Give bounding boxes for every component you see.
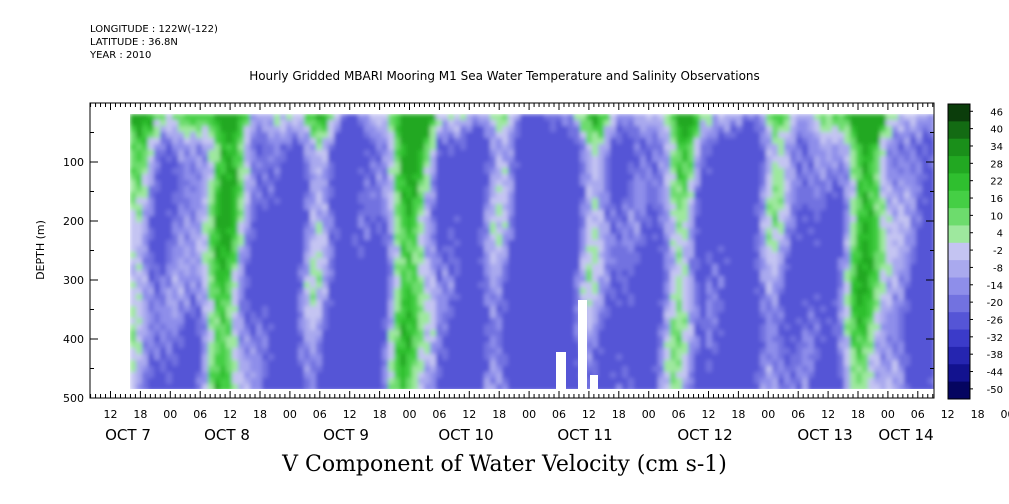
x-hour-label: 06	[432, 408, 446, 421]
x-hour-label: 12	[702, 408, 716, 421]
colorbar-swatch	[948, 329, 970, 348]
x-hour-label: 06	[672, 408, 686, 421]
colorbar-label: 4	[997, 229, 1003, 240]
colorbar-swatch	[948, 312, 970, 331]
x-hour-label: 00	[283, 408, 297, 421]
x-hour-label: 00	[761, 408, 775, 421]
x-hour-label: 06	[911, 408, 925, 421]
colorbar-label: -20	[987, 298, 1003, 309]
colorbar-label: 22	[990, 177, 1003, 188]
colorbar-swatch	[948, 225, 970, 244]
x-hour-label: 12	[821, 408, 835, 421]
colorbar-swatch	[948, 190, 970, 209]
colorbar-label: 10	[990, 211, 1003, 222]
y-tick-label: 300	[63, 274, 84, 287]
x-hour-label: 18	[253, 408, 267, 421]
colorbar-swatch	[948, 156, 970, 174]
colorbar-swatch	[948, 277, 970, 296]
x-hour-label: 12	[343, 408, 357, 421]
colorbar-label: -44	[987, 368, 1003, 379]
x-hour-label: 00	[881, 408, 895, 421]
x-day-label: OCT 10	[438, 426, 493, 444]
x-hour-label: 12	[582, 408, 596, 421]
colorbar-label: 46	[990, 107, 1003, 118]
colorbar-swatch	[948, 208, 970, 226]
longitude-label: LONGITUDE : 122W(-122)	[90, 24, 218, 35]
x-hour-label: 18	[612, 408, 626, 421]
colorbar-label: 34	[990, 142, 1003, 153]
x-hour-label: 18	[971, 408, 985, 421]
x-hour-label: 00	[522, 408, 536, 421]
colorbar-swatch	[948, 104, 970, 122]
colorbar-label: 40	[990, 125, 1003, 136]
x-day-label: OCT 9	[323, 426, 369, 444]
y-axis-label: DEPTH (m)	[34, 220, 47, 280]
colorbar-label: -2	[993, 246, 1003, 257]
y-tick-label: 100	[63, 156, 84, 169]
x-hour-label: 18	[492, 408, 506, 421]
colorbar-swatch	[948, 121, 970, 140]
x-hour-label: 18	[133, 408, 147, 421]
colorbar-label: 16	[990, 194, 1003, 205]
colorbar-label: -8	[993, 263, 1003, 274]
x-day-label: OCT 13	[797, 426, 852, 444]
colorbar-swatch	[948, 381, 970, 400]
colorbar-label: -14	[987, 281, 1003, 292]
colorbar-swatch	[948, 260, 970, 278]
x-hour-label: 06	[193, 408, 207, 421]
colorbar-swatch	[948, 173, 970, 192]
colorbar-label: 28	[990, 159, 1003, 170]
x-axis-label: V Component of Water Velocity (cm s-1)	[282, 452, 727, 477]
x-hour-label: 06	[552, 408, 566, 421]
y-tick-label: 200	[63, 215, 84, 228]
colorbar-label: -32	[987, 333, 1003, 344]
colorbar-label: -50	[987, 385, 1003, 396]
colorbar-swatch	[948, 294, 970, 313]
x-day-label: OCT 7	[105, 426, 151, 444]
year-label: YEAR : 2010	[90, 50, 152, 61]
x-day-label: OCT 12	[677, 426, 732, 444]
latitude-label: LATITUDE : 36.8N	[90, 37, 178, 48]
colorbar-swatch	[948, 242, 970, 261]
x-day-label: OCT 8	[204, 426, 250, 444]
x-hour-label: 00	[163, 408, 177, 421]
x-hour-label: 00	[403, 408, 417, 421]
x-day-label: OCT 14	[878, 426, 933, 444]
x-hour-label: 18	[731, 408, 745, 421]
heatmap-field	[130, 114, 934, 390]
x-hour-label: 00	[642, 408, 656, 421]
colorbar-swatch	[948, 364, 970, 383]
x-hour-label: 18	[373, 408, 387, 421]
y-tick-label: 500	[63, 392, 84, 405]
x-hour-label: 18	[851, 408, 865, 421]
chart-title: Hourly Gridded MBARI Mooring M1 Sea Wate…	[249, 69, 760, 83]
x-hour-label: 00	[1001, 408, 1009, 421]
colorbar-swatch	[948, 138, 970, 157]
colorbar-label: -26	[987, 315, 1003, 326]
colorbar-label: -38	[987, 350, 1003, 361]
x-hour-label: 06	[791, 408, 805, 421]
colorbar-swatch	[948, 346, 970, 365]
x-day-label: OCT 11	[557, 426, 612, 444]
x-hour-label: 06	[313, 408, 327, 421]
x-hour-label: 12	[941, 408, 955, 421]
colorbar: 46 40 34 28 22 16 10 4 -2 -8 -14 -20 -26 -32 -38 -44 -50	[947, 103, 1003, 400]
x-hour-label: 12	[223, 408, 237, 421]
x-hour-label: 12	[104, 408, 118, 421]
x-hour-label: 12	[462, 408, 476, 421]
y-tick-label: 400	[63, 333, 84, 346]
